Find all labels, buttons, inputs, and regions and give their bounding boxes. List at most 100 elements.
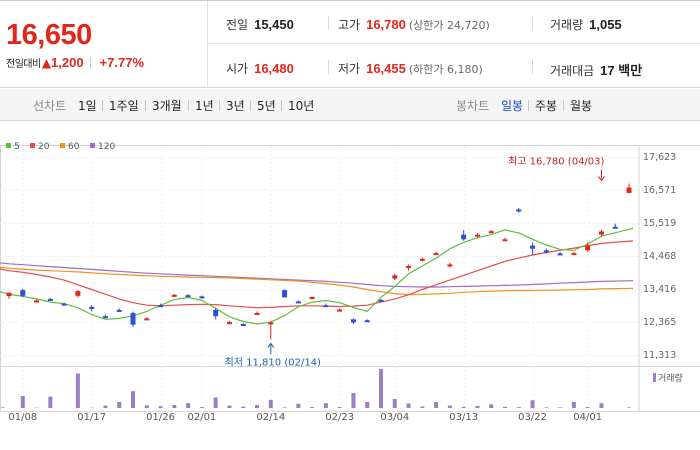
volume-bar xyxy=(627,407,631,408)
volume-bar xyxy=(117,402,122,408)
y-tick-label: 14,468 xyxy=(643,251,676,262)
stat-label: 고가 xyxy=(338,18,361,32)
low-arrow-head xyxy=(267,342,275,348)
candle-monthly[interactable]: 월봉 xyxy=(570,99,593,113)
volume-bar xyxy=(571,402,576,408)
volume-bar xyxy=(282,407,287,408)
x-axis: 01/08 01/17 01/26 02/01 02/14 02/23 03/04 03/13… xyxy=(8,412,602,423)
x-tick-label: 02/23 xyxy=(325,412,354,423)
stock-chart: 5 20 60 120 17,623 16,571 15,519 14,468 13,416 1… xyxy=(0,121,700,450)
change-label: 전일대비 xyxy=(6,59,41,70)
y-tick-label: 11,313 xyxy=(643,350,676,361)
legend-label: 60 xyxy=(68,142,80,152)
stat-label: 거래량 xyxy=(550,18,584,32)
volume-panel: 거래량 xyxy=(1,369,683,408)
candle-body xyxy=(461,234,467,240)
ma60-line xyxy=(0,266,634,296)
quote-header: 16,650 전일대비▲1,200 +7.77% 전일 15,450 고가 16,78… xyxy=(0,0,700,88)
legend-swatch xyxy=(30,143,35,148)
toolbar-divider xyxy=(102,100,103,111)
stat-amount: 거래대금 17 백만 xyxy=(550,60,642,79)
toolbar-divider xyxy=(250,100,251,111)
stat-value: 15,450 xyxy=(254,17,294,32)
candle-body xyxy=(34,300,40,303)
volume-bar xyxy=(103,405,108,408)
volume-bar xyxy=(1,407,5,408)
volume-legend-swatch xyxy=(653,373,656,382)
up-triangle-icon: ▲ xyxy=(41,56,52,70)
candle-body xyxy=(323,305,329,308)
candle-body xyxy=(447,264,453,267)
volume-bar xyxy=(392,399,397,408)
candle-body xyxy=(240,324,246,327)
low-annotation: 최저 11,810 (02/14) xyxy=(225,356,321,368)
stat-label: 전일 xyxy=(226,18,249,32)
volume-bar xyxy=(227,405,232,408)
current-price: 16,650 xyxy=(6,19,92,51)
candlesticks xyxy=(6,183,632,340)
candle-body xyxy=(75,291,81,296)
candle-body xyxy=(6,292,12,297)
stat-value: 17 백만 xyxy=(600,63,643,78)
chart-svg: 5 20 60 120 17,62316,57115,51914,46813,4161… xyxy=(0,142,700,423)
y-tick-label: 13,416 xyxy=(643,284,676,295)
candle-chart-label: 봉차트 xyxy=(456,99,490,113)
candle-body xyxy=(598,231,604,235)
period-5y[interactable]: 5년 xyxy=(257,99,276,113)
stat-label: 저가 xyxy=(338,62,361,76)
x-tick-label: 03/22 xyxy=(518,412,547,423)
period-3m[interactable]: 3개월 xyxy=(152,99,182,113)
candle-body xyxy=(406,265,412,268)
line-chart-label: 선차트 xyxy=(33,99,67,113)
y-tick-label: 15,519 xyxy=(643,218,676,229)
volume-bar xyxy=(296,403,301,408)
candle-body xyxy=(488,231,494,234)
stats-row-1: 전일 15,450 고가 16,780 (상한가 24,720) 거래량 1,055 xyxy=(208,1,700,44)
volume-bar xyxy=(599,403,604,408)
period-3y[interactable]: 3년 xyxy=(226,99,245,113)
volume-bar xyxy=(365,402,370,408)
period-10y[interactable]: 10년 xyxy=(288,99,315,113)
period-1y[interactable]: 1년 xyxy=(195,99,214,113)
x-tick-label: 01/17 xyxy=(77,412,106,423)
ma120-line xyxy=(0,262,634,288)
volume-bar xyxy=(379,369,383,408)
x-tick-label: 03/04 xyxy=(380,412,409,423)
period-1d[interactable]: 1일 xyxy=(78,99,97,113)
x-tick-label: 01/08 xyxy=(8,412,37,423)
candle-body xyxy=(47,298,53,301)
toolbar-divider xyxy=(528,100,529,111)
legend-label: 120 xyxy=(98,142,115,152)
high-arrow-head xyxy=(598,176,605,182)
volume-bar xyxy=(351,393,356,408)
volume-bar xyxy=(503,406,507,408)
y-tick-label: 16,571 xyxy=(643,185,676,196)
legend-label: 5 xyxy=(14,142,20,152)
stat-label: 거래대금 xyxy=(550,64,595,78)
volume-bar xyxy=(447,405,452,408)
toolbar-divider xyxy=(145,100,146,111)
volume-bar xyxy=(434,402,439,408)
volume-bar xyxy=(172,405,177,408)
price-block: 16,650 전일대비▲1,200 +7.77% xyxy=(0,1,208,88)
stat-prev-close: 전일 15,450 xyxy=(226,16,294,33)
volume-bar xyxy=(75,373,80,408)
candle-body xyxy=(199,296,205,299)
candle-body xyxy=(378,299,384,302)
period-1w[interactable]: 1주일 xyxy=(109,99,139,113)
candle-body xyxy=(612,226,618,229)
candle-body xyxy=(61,303,67,306)
volume-bar xyxy=(255,405,259,408)
candle-body xyxy=(309,297,315,300)
volume-bar xyxy=(585,407,590,408)
volume-bar xyxy=(337,407,342,408)
volume-bar xyxy=(323,403,328,408)
legend-swatch xyxy=(90,143,95,148)
candle-daily[interactable]: 일봉 xyxy=(501,99,524,113)
candle-body xyxy=(20,290,26,296)
volume-bar xyxy=(461,406,466,408)
candle-weekly[interactable]: 주봉 xyxy=(535,99,558,113)
stat-sub: (하한가 6,180) xyxy=(408,63,483,76)
volume-bar xyxy=(186,403,191,408)
moving-average-lines xyxy=(0,227,634,325)
